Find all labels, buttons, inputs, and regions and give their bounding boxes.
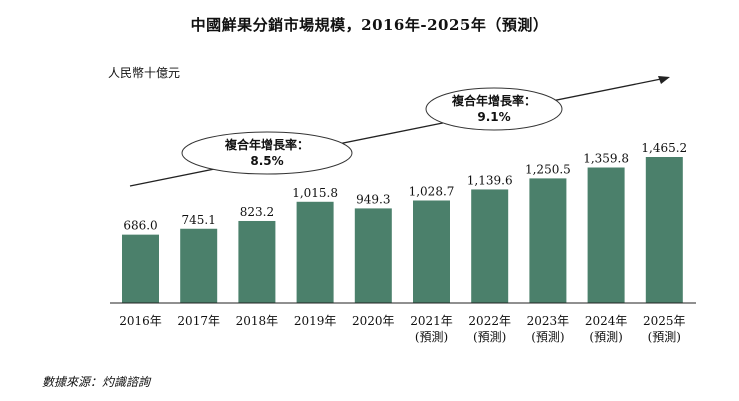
bar-value-label: 1,015.8 xyxy=(292,186,338,200)
cagr-label-1: 複合年增長率： xyxy=(224,137,309,152)
x-tick-label: 2025年 xyxy=(643,314,686,328)
cagr-value-2: 9.1% xyxy=(477,110,510,124)
bar-2022年 xyxy=(471,189,509,303)
cagr-label-2: 複合年增長率： xyxy=(451,93,536,108)
x-tick-sublabel: (預測) xyxy=(648,330,681,344)
y-axis-unit-label: 人民幣十億元 xyxy=(108,66,181,80)
x-tick-label: 2018年 xyxy=(236,314,279,328)
cagr-value-1: 8.5% xyxy=(250,154,283,168)
bar-value-label: 1,139.6 xyxy=(467,173,513,187)
bar-value-label: 1,250.5 xyxy=(525,162,571,176)
bar-value-label: 949.3 xyxy=(356,192,390,206)
x-tick-label: 2016年 xyxy=(119,314,162,328)
bar-value-label: 745.1 xyxy=(182,213,216,227)
bar-series: 686.0 745.1 823.2 1,015.8 949.3 1,028.7 1,139.… xyxy=(122,141,687,303)
x-tick-sublabel: (預測) xyxy=(415,330,448,344)
x-tick-label: 2019年 xyxy=(294,314,337,328)
bar-2021年 xyxy=(413,200,450,303)
bar-value-label: 1,359.8 xyxy=(583,152,629,166)
x-tick-label: 2020年 xyxy=(352,314,395,328)
x-tick-label: 2021年 xyxy=(410,314,453,328)
x-tick-label: 2023年 xyxy=(527,314,570,328)
data-source-note: 數據來源：灼識諮詢 xyxy=(42,375,151,389)
cagr-annotation-2021-2025: 複合年增長率： 9.1% xyxy=(425,87,563,131)
bar-value-label: 823.2 xyxy=(240,205,274,219)
bar-2025年 xyxy=(645,157,683,303)
bar-2017年 xyxy=(180,228,218,303)
bar-2018年 xyxy=(238,220,276,303)
bar-2024年 xyxy=(587,167,625,303)
x-tick-sublabel: (預測) xyxy=(473,330,506,344)
x-tick-label: 2022年 xyxy=(468,314,511,328)
bar-value-label: 686.0 xyxy=(123,219,157,233)
x-tick-label: 2024年 xyxy=(585,314,628,328)
bar-2019年 xyxy=(296,201,334,303)
bar-value-label: 1,465.2 xyxy=(641,141,687,155)
bar-2020年 xyxy=(354,208,392,303)
x-tick-sublabel: (預測) xyxy=(531,330,564,344)
x-tick-label: 2017年 xyxy=(177,314,220,328)
x-axis-ticks: 2016年 2017年 2018年 2019年 2020年 2021年 (預測) 2022年 (… xyxy=(119,314,685,344)
x-tick-sublabel: (預測) xyxy=(589,330,622,344)
bar-2023年 xyxy=(529,178,567,303)
chart-title: 中國鮮果分銷市場規模，2016年-2025年（預測） xyxy=(190,16,549,34)
cagr-annotation-2016-2020: 複合年增長率： 8.5% xyxy=(181,131,353,175)
bar-2016年 xyxy=(122,234,159,303)
bar-value-label: 1,028.7 xyxy=(409,184,455,198)
